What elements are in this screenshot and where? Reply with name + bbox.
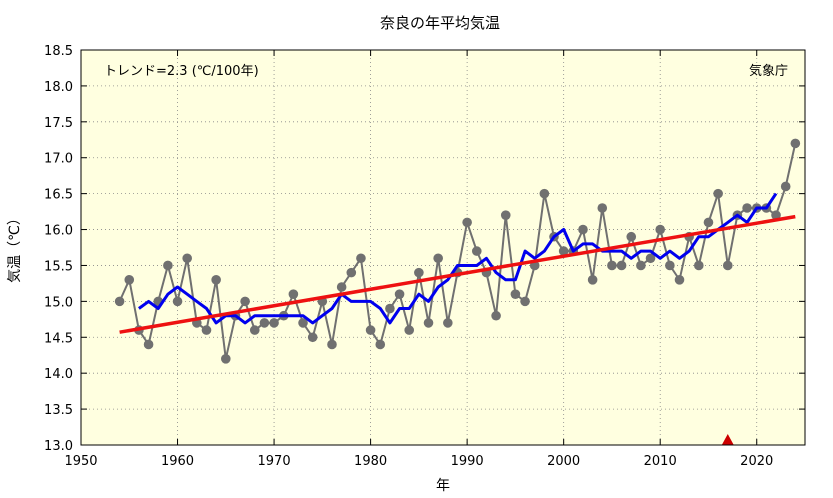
annual-mean-point <box>722 260 733 271</box>
annual-mean-point <box>491 310 501 321</box>
annual-mean-point <box>259 318 270 328</box>
y-tick-label: 13.5 <box>44 403 73 418</box>
annual-mean-point <box>221 354 231 364</box>
annual-mean-point <box>240 296 250 307</box>
y-tick-label: 17.5 <box>44 116 73 131</box>
annual-mean-point <box>443 318 453 328</box>
annual-mean-point <box>249 325 260 335</box>
annual-mean-point <box>211 275 221 285</box>
annual-mean-point <box>790 138 801 149</box>
annual-mean-point <box>423 318 434 328</box>
x-tick-label: 1960 <box>161 454 194 469</box>
series-layer <box>114 138 801 445</box>
annual-mean-point <box>172 296 183 307</box>
annual-mean-point <box>645 253 656 264</box>
y-tick-label: 18.0 <box>44 80 73 95</box>
annual-mean-point <box>703 217 714 228</box>
annual-mean-point <box>327 339 337 350</box>
annual-mean-point <box>201 325 212 335</box>
annual-mean-point <box>539 188 550 199</box>
source-label: 気象庁 <box>749 63 788 79</box>
annual-mean-point <box>433 253 443 264</box>
annual-mean-point <box>307 332 318 343</box>
annual-mean-point <box>414 267 424 278</box>
y-tick-label: 14.5 <box>44 331 73 346</box>
y-tick-label: 13.0 <box>44 439 73 454</box>
annual-mean-point <box>510 289 521 299</box>
y-tick-label: 16.5 <box>44 188 73 203</box>
station-change-marker <box>721 434 734 445</box>
y-tick-label: 17.0 <box>44 152 73 167</box>
x-tick-label: 1990 <box>451 454 484 469</box>
x-tick-label: 1980 <box>354 454 387 469</box>
annual-mean-point <box>626 231 637 242</box>
annual-mean-point <box>404 325 415 335</box>
annual-mean-point <box>288 289 299 299</box>
annual-mean-point <box>597 203 608 213</box>
x-axis-label: 年 <box>436 478 450 494</box>
x-tick-label: 2020 <box>740 454 773 469</box>
annual-mean-point <box>578 224 588 235</box>
annual-mean-point <box>587 275 598 285</box>
annual-mean-point <box>694 260 704 271</box>
x-tick-label: 2010 <box>644 454 677 469</box>
x-tick-label: 2000 <box>547 454 580 469</box>
annual-mean-point <box>346 267 357 278</box>
annual-mean-point <box>713 188 723 199</box>
x-tick-label: 1950 <box>64 454 97 469</box>
annual-mean-point <box>124 275 135 285</box>
annual-mean-point <box>655 224 665 235</box>
annual-mean-point <box>771 210 781 220</box>
annual-mean-point <box>674 275 685 285</box>
annual-mean-point <box>394 289 405 299</box>
annual-mean-point <box>471 246 482 256</box>
y-tick-label: 18.5 <box>44 44 73 59</box>
chart-title: 奈良の年平均気温 <box>380 14 500 32</box>
axes: 13.0 13.5 14.0 14.5 15.0 15.5 16.0 16.5 17.0 17.5… <box>44 44 805 469</box>
annual-mean-point <box>298 318 308 328</box>
y-tick-label: 15.5 <box>44 259 73 274</box>
trend-annotation: トレンド=2.3 (℃/100年) <box>104 64 259 79</box>
annual-mean-point <box>462 217 472 228</box>
annual-mean-point <box>500 210 511 220</box>
annual-mean-point <box>520 296 530 307</box>
y-tick-label: 15.0 <box>44 295 73 310</box>
annual-mean-point <box>143 339 154 350</box>
y-axis-label: 気温（℃） <box>7 211 23 283</box>
x-tick-label: 1970 <box>258 454 291 469</box>
annual-mean-point <box>269 318 279 328</box>
annual-mean-point <box>336 282 347 292</box>
annual-mean-point <box>616 260 627 271</box>
annual-mean-point <box>114 296 125 307</box>
y-tick-label: 16.0 <box>44 224 73 239</box>
annual-mean-point <box>163 260 173 271</box>
trend-line <box>119 214 796 334</box>
annual-mean-point <box>607 260 617 271</box>
annual-mean-point <box>636 260 646 271</box>
annual-mean-point <box>182 253 192 264</box>
annual-mean-point <box>780 181 791 192</box>
annual-mean-point <box>385 303 395 314</box>
annual-mean-point <box>365 325 376 335</box>
y-tick-label: 14.0 <box>44 367 73 382</box>
plot-area <box>81 50 805 445</box>
moving-average-line <box>138 192 778 325</box>
annual-mean-point <box>742 203 752 213</box>
grid <box>81 50 805 445</box>
annual-mean-point <box>558 246 569 256</box>
annual-mean-point <box>665 260 675 271</box>
plot-frame <box>80 49 806 446</box>
annual-mean-point <box>375 339 386 350</box>
annual-mean-point <box>356 253 366 264</box>
